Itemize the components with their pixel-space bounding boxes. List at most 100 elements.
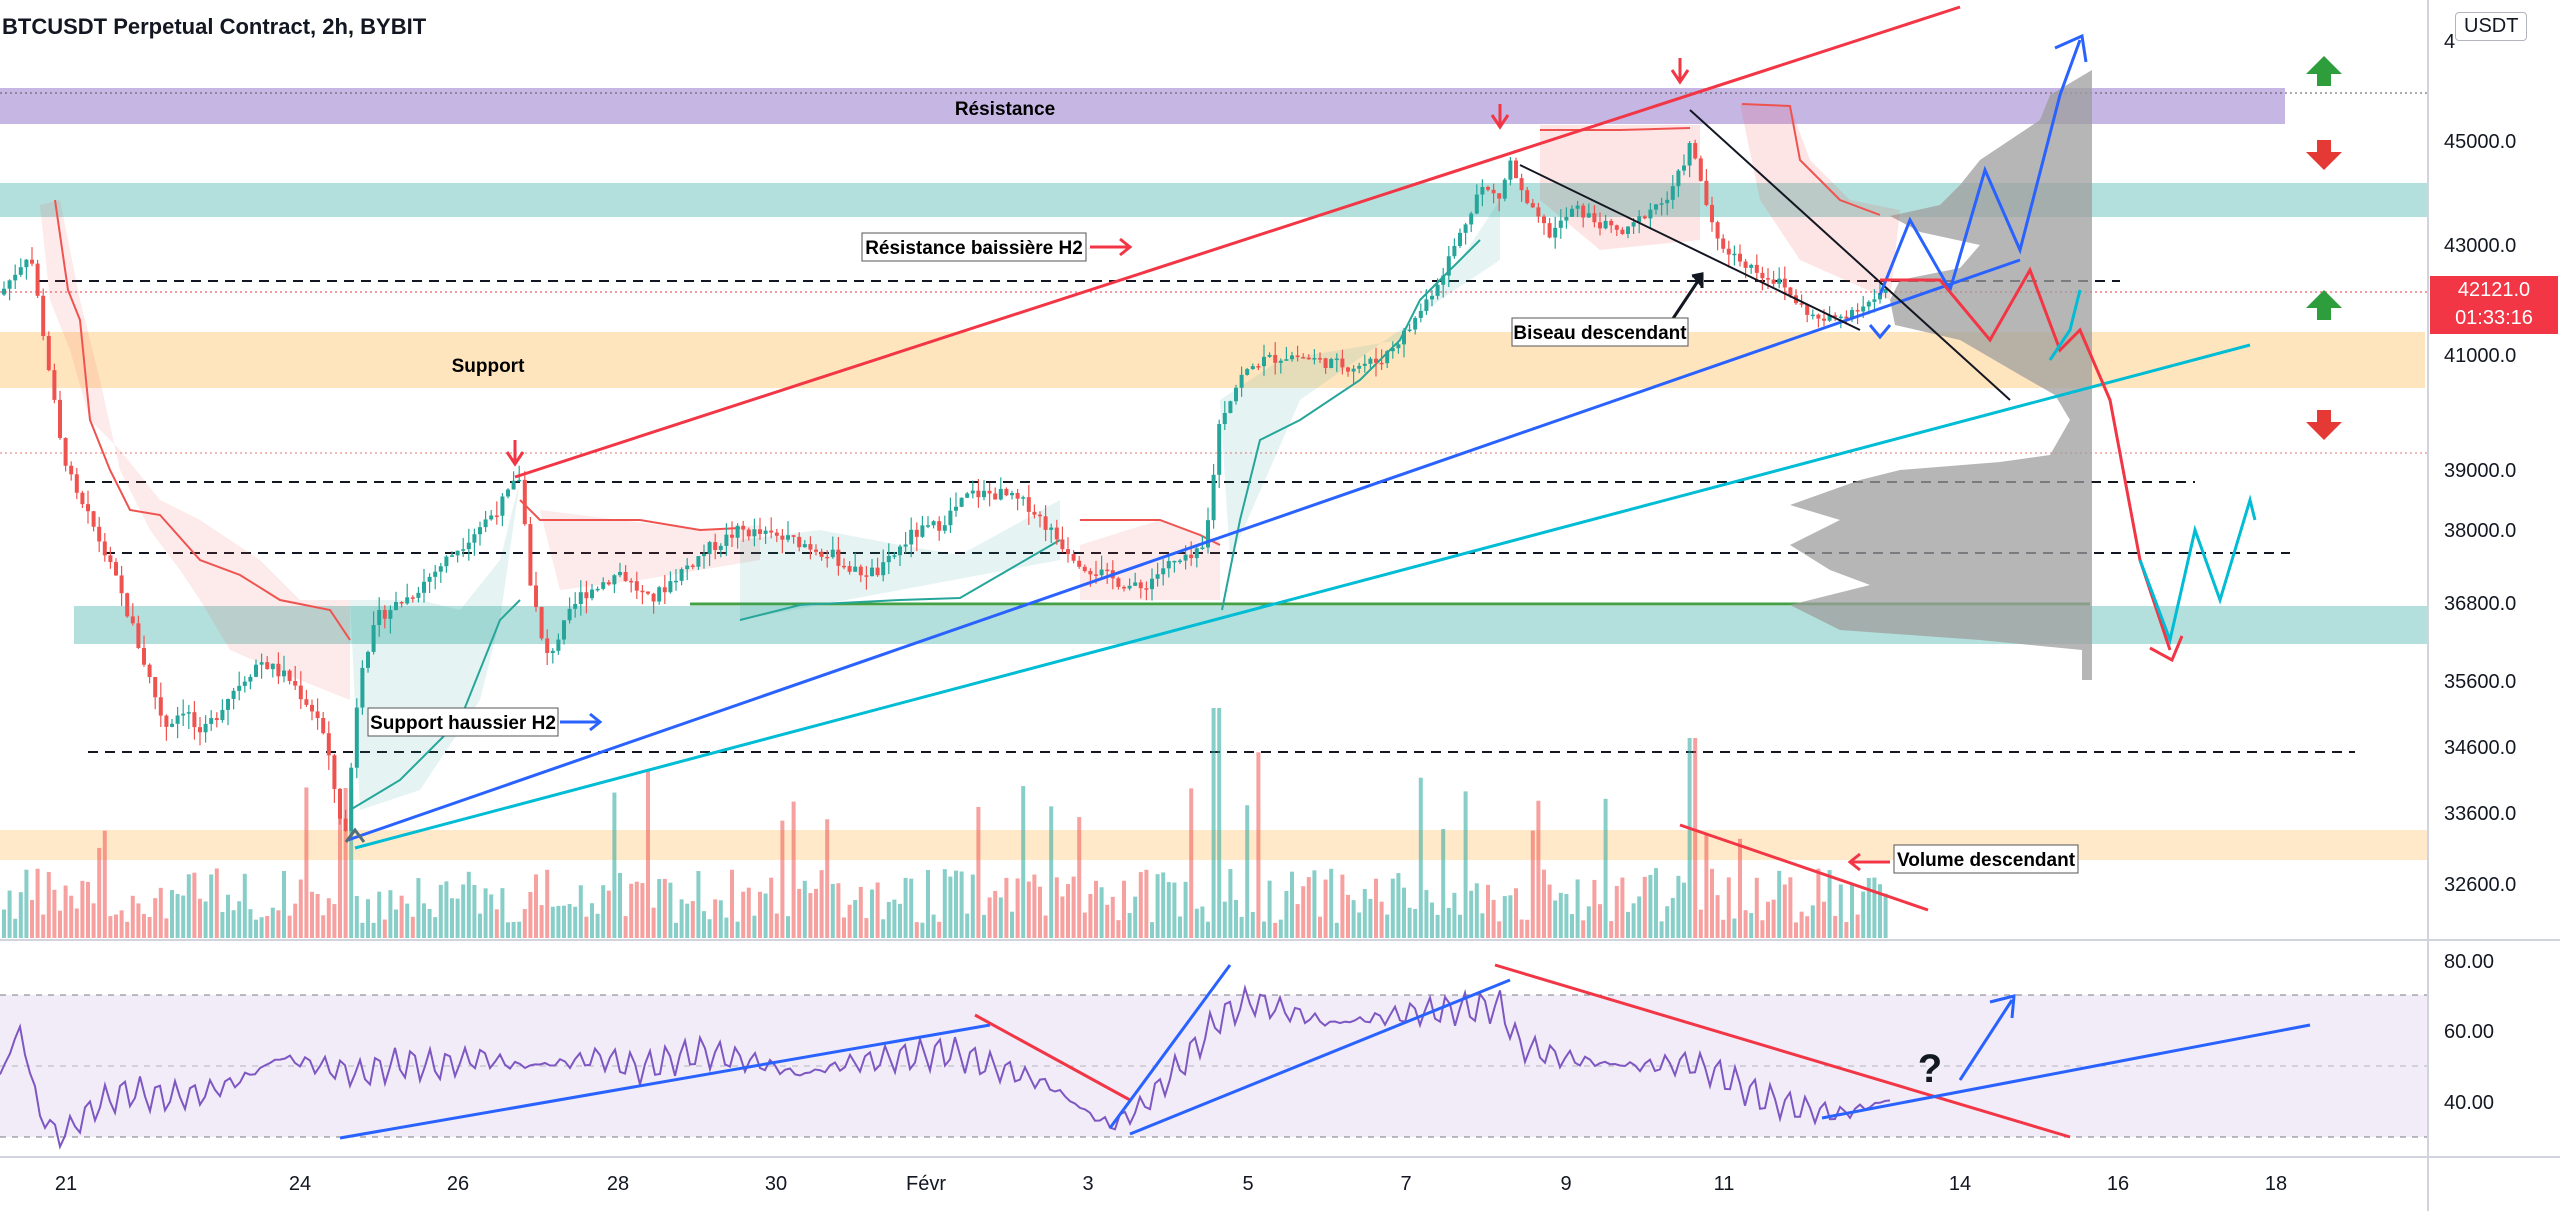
volume-bar — [646, 768, 650, 938]
candle — [198, 717, 202, 746]
volume-bar — [1805, 916, 1810, 938]
volume-bar — [1463, 791, 1468, 938]
volume-bar — [242, 873, 247, 938]
candle — [903, 532, 908, 554]
candle — [41, 288, 46, 341]
time-tick-label: 28 — [607, 1173, 629, 1195]
candle — [640, 585, 645, 605]
volume-bar — [786, 916, 790, 938]
rsi-axis[interactable]: 80.00 60.00 40.00 — [2444, 951, 2494, 1114]
volume-bar — [696, 871, 701, 938]
candle — [125, 592, 130, 618]
volume-bar — [1553, 900, 1558, 938]
volume-bar — [847, 904, 852, 938]
candle — [786, 521, 790, 543]
volume-bar — [455, 898, 460, 938]
candle — [1754, 254, 1759, 282]
volume-bar — [1295, 904, 1300, 938]
volume-bar — [802, 880, 807, 938]
volume-bar — [1127, 913, 1132, 938]
volume-bar — [1441, 829, 1446, 938]
volume-bar — [1189, 788, 1194, 938]
candle — [898, 544, 902, 567]
projection-red — [1880, 266, 2172, 651]
price-axis[interactable]: 45000.0 43000.0 41000.0 39000.0 38000.0 36800… — [2444, 31, 2516, 896]
volume-bar — [506, 922, 510, 938]
time-tick-label: 18 — [2265, 1173, 2287, 1195]
candle — [226, 698, 230, 726]
candle — [1385, 350, 1390, 368]
volume-bar — [1486, 884, 1490, 938]
volume-bar — [1872, 877, 1877, 938]
candle — [1777, 267, 1782, 289]
candle — [214, 712, 219, 728]
candle — [444, 555, 449, 573]
candle — [578, 580, 583, 616]
currency-button[interactable]: USDT — [2455, 12, 2528, 41]
candle — [920, 515, 925, 538]
candle — [1066, 537, 1070, 563]
volume-bar — [1676, 875, 1681, 938]
candle — [612, 574, 617, 594]
candle — [416, 586, 421, 603]
volume-bar — [1077, 817, 1082, 938]
time-tick-label: 16 — [2107, 1173, 2129, 1195]
candle — [410, 595, 415, 603]
time-axis[interactable]: 21 24 26 28 30 Févr 3 5 7 9 11 14 16 18 — [55, 1173, 2287, 1195]
candle — [1026, 484, 1031, 525]
candle — [52, 363, 57, 404]
volume-bar — [976, 806, 981, 938]
candle — [590, 584, 594, 601]
volume-bar — [1519, 919, 1524, 938]
candle — [1334, 353, 1339, 372]
candle — [752, 518, 757, 547]
volume-bar — [1166, 882, 1171, 938]
volume-bar — [35, 868, 40, 938]
volume-bar — [584, 916, 589, 938]
volume-bar — [1682, 882, 1686, 938]
candle — [1446, 245, 1451, 288]
volume-bar — [556, 905, 561, 938]
candle — [1077, 555, 1082, 569]
volume-bar — [158, 887, 163, 938]
candle — [858, 564, 863, 583]
candle — [562, 620, 566, 645]
volume-bar — [170, 889, 174, 938]
volume-bar — [1710, 868, 1714, 938]
candle — [506, 488, 510, 499]
volume-bar — [315, 893, 320, 938]
volume-bar — [343, 788, 348, 938]
candle — [1049, 523, 1054, 543]
volume-bar — [1704, 833, 1709, 938]
candle — [1760, 266, 1765, 291]
volume-bar — [371, 922, 376, 938]
volume-bar — [192, 872, 197, 938]
side-signal-arrows — [2306, 56, 2342, 440]
volume-bar — [1782, 884, 1787, 938]
support-label: Support — [452, 356, 525, 377]
volume-bar — [545, 869, 550, 938]
candle — [1480, 179, 1485, 207]
volume-bar — [63, 885, 68, 938]
candle — [181, 699, 186, 726]
candle — [35, 259, 40, 299]
price-tick-label: 36800.0 — [2444, 593, 2516, 615]
volume-bar — [310, 891, 314, 938]
volume-bar — [427, 908, 432, 938]
volume-bar — [1402, 887, 1406, 938]
candle — [774, 528, 779, 543]
candle — [1346, 366, 1350, 377]
volume-bar — [1049, 806, 1054, 938]
candle — [668, 571, 673, 594]
price-tick-label: 43000.0 — [2444, 235, 2516, 257]
candle — [1553, 216, 1558, 249]
volume-bar — [1234, 899, 1238, 938]
candle — [1575, 200, 1580, 218]
candle — [892, 551, 897, 560]
volume-bar — [746, 887, 751, 938]
candle — [1844, 310, 1849, 325]
candle — [987, 482, 992, 507]
volume-bar — [1564, 894, 1569, 938]
volume-bar — [954, 870, 958, 938]
